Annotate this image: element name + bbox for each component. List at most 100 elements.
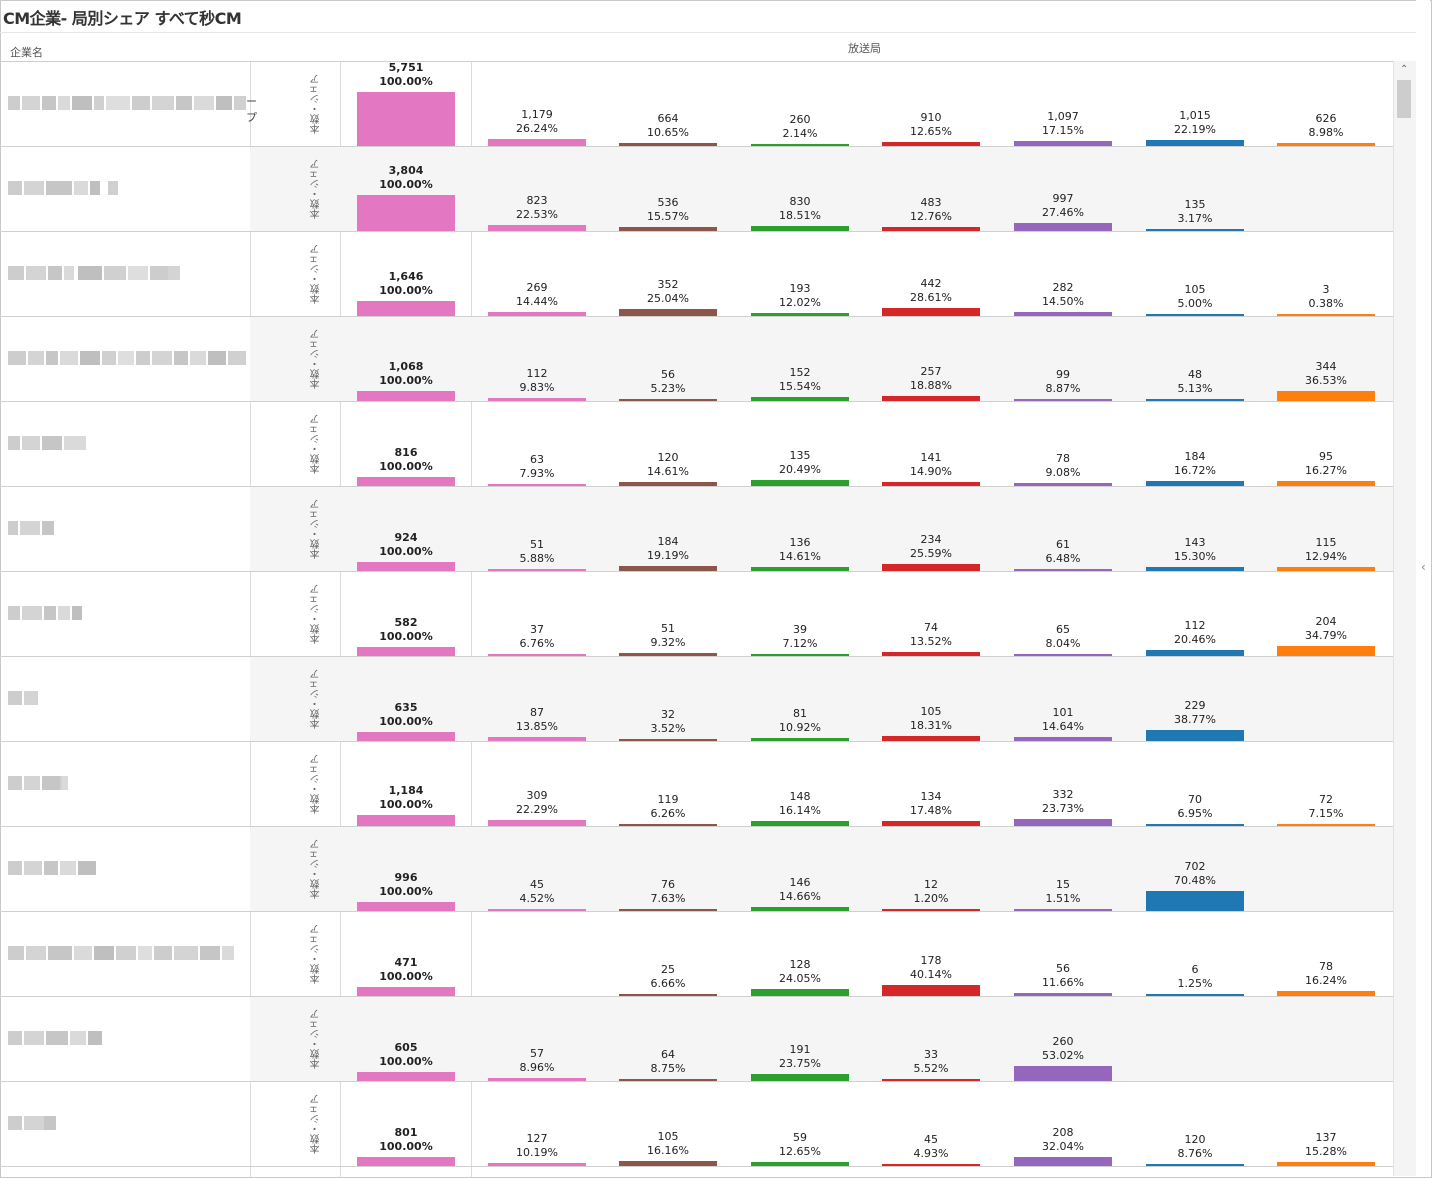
station-count-label: 64 — [661, 1048, 675, 1061]
collapse-handle-icon[interactable]: ‹ — [1421, 560, 1426, 574]
blurred-text-block — [8, 861, 22, 875]
station-cell-label: 483 12.76% — [876, 196, 986, 224]
station-share-bar — [488, 569, 586, 571]
station-share-label: 4.93% — [913, 1147, 949, 1160]
station-cell-label: 12 1.20% — [876, 878, 986, 906]
blurred-text-block — [174, 351, 188, 365]
station-share-label: 16.27% — [1305, 464, 1347, 477]
station-share-bar — [882, 396, 980, 401]
total-share-label: 100.00% — [379, 374, 433, 387]
station-share-bar — [488, 1078, 586, 1081]
station-share-bar — [1277, 143, 1375, 146]
station-share-bar — [619, 1079, 717, 1081]
station-share-label: 12.76% — [910, 210, 952, 223]
station-share-label: 14.90% — [910, 465, 952, 478]
blurred-text-block — [72, 606, 82, 620]
table-row: ープ 本数・シェア 5,751 100.00% 1,179 26.24% 664 10.65%… — [0, 62, 1393, 147]
station-count-label: 59 — [793, 1131, 807, 1144]
station-count-label: 45 — [924, 1133, 938, 1146]
station-share-label: 13.52% — [910, 635, 952, 648]
total-bar — [357, 987, 455, 996]
station-cell-label: 702 70.48% — [1140, 860, 1250, 888]
station-share-bar — [488, 484, 586, 486]
blurred-text-block — [24, 1116, 44, 1130]
station-share-label: 34.79% — [1305, 629, 1347, 642]
grid-divider — [250, 62, 251, 1177]
blurred-text-block — [8, 691, 22, 705]
station-count-label: 260 — [789, 113, 811, 126]
blurred-text-block — [8, 606, 20, 620]
blurred-text-block — [152, 96, 174, 110]
station-share-bar — [1146, 891, 1244, 911]
station-share-bar — [751, 226, 849, 231]
blurred-text-block — [8, 266, 24, 280]
station-cell-label: 134 17.48% — [876, 790, 986, 818]
blurred-text-block — [24, 691, 38, 705]
total-bar — [357, 815, 455, 826]
blurred-text-block — [46, 1031, 68, 1045]
station-share-label: 24.05% — [779, 972, 821, 985]
station-cell-label: 120 8.76% — [1140, 1133, 1250, 1161]
blurred-text-block — [46, 181, 72, 195]
blurred-text-block — [8, 946, 24, 960]
blurred-text-block — [208, 351, 226, 365]
blurred-text-block — [234, 96, 246, 110]
station-share-bar — [619, 739, 717, 741]
station-share-label: 15.54% — [779, 380, 821, 393]
station-column-header: 放送局 — [848, 42, 881, 55]
station-count-label: 105 — [920, 705, 942, 718]
station-share-label: 0.38% — [1308, 297, 1344, 310]
station-share-bar — [619, 399, 717, 401]
station-cell-label: 344 36.53% — [1271, 360, 1381, 388]
station-count-label: 45 — [530, 878, 544, 891]
station-share-bar — [619, 227, 717, 231]
station-cell-label: 352 25.04% — [613, 278, 723, 306]
total-cell-label: 996 100.00% — [351, 871, 461, 899]
blurred-text-block — [176, 96, 192, 110]
station-count-label: 101 — [1052, 706, 1074, 719]
station-share-bar — [488, 312, 586, 316]
station-count-label: 6 — [1191, 963, 1199, 976]
blurred-text-block — [44, 861, 58, 875]
company-column-header: 企業名 — [10, 46, 43, 59]
station-cell-label: 269 14.44% — [482, 281, 592, 309]
station-cell-label: 78 9.08% — [1008, 452, 1118, 480]
scrollbar-thumb[interactable] — [1397, 80, 1411, 118]
station-share-bar — [1277, 314, 1375, 316]
station-share-label: 38.77% — [1174, 713, 1216, 726]
station-count-label: 25 — [661, 963, 675, 976]
blurred-text-block — [74, 181, 88, 195]
table-row: 本数・シェア 582 100.00% 37 6.76% 51 9.32% 39 7.12% 74 1… — [0, 572, 1393, 657]
station-share-bar — [751, 654, 849, 656]
total-share-label: 100.00% — [379, 798, 433, 811]
station-count-label: 135 — [1184, 198, 1206, 211]
blurred-text-block — [222, 946, 234, 960]
station-share-label: 27.46% — [1042, 206, 1084, 219]
station-count-label: 193 — [789, 282, 811, 295]
total-bar — [357, 195, 455, 231]
scroll-up-arrow-icon[interactable]: ⌃ — [1400, 64, 1409, 75]
station-cell-label: 59 12.65% — [745, 1131, 855, 1159]
station-cell-label: 57 8.96% — [482, 1047, 592, 1075]
station-share-bar — [1146, 140, 1244, 146]
station-cell-label: 48 5.13% — [1140, 368, 1250, 396]
station-share-bar — [1277, 824, 1375, 826]
station-cell-label: 146 14.66% — [745, 876, 855, 904]
blurred-text-block — [102, 351, 116, 365]
blurred-text-block — [22, 606, 42, 620]
station-cell-label: 536 15.57% — [613, 196, 723, 224]
station-share-bar — [751, 1162, 849, 1166]
station-cell-label: 910 12.65% — [876, 111, 986, 139]
right-margin — [1416, 0, 1430, 1176]
total-count-label: 1,184 — [388, 784, 424, 797]
blurred-text-block — [8, 181, 22, 195]
row-axis-label: 本数・シェア — [311, 754, 322, 814]
blurred-text-block — [8, 521, 18, 535]
station-count-label: 120 — [1184, 1133, 1206, 1146]
station-cell-label: 56 11.66% — [1008, 962, 1118, 990]
total-cell-label: 635 100.00% — [351, 701, 461, 729]
row-axis-label: 本数・シェア — [311, 329, 322, 389]
total-count-label: 605 — [394, 1041, 418, 1054]
vertical-scrollbar[interactable] — [1393, 61, 1416, 1176]
station-share-label: 7.93% — [519, 467, 555, 480]
